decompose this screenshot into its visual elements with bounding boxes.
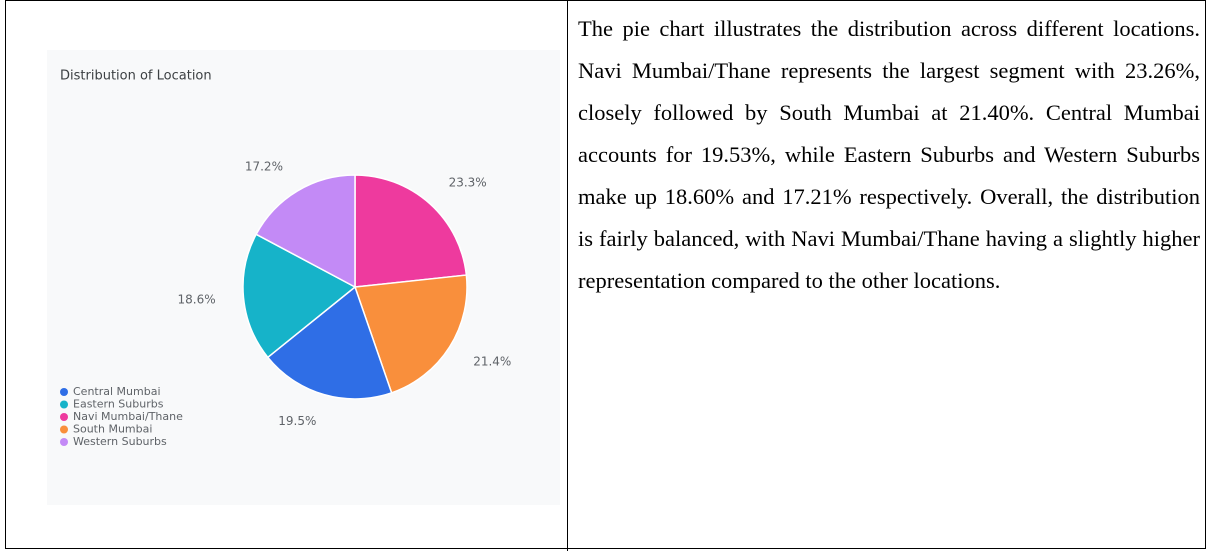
legend-label: Eastern Suburbs [73, 398, 164, 411]
pie-slice [353, 274, 468, 394]
legend-swatch [60, 438, 68, 446]
data-label: 18.6% [177, 293, 215, 307]
legend-label: Central Mumbai [73, 385, 161, 398]
legend-swatch [60, 400, 68, 409]
chart-title: Distribution of Location [60, 69, 212, 84]
table-border [5, 0, 1206, 549]
data-label: 23.3% [449, 175, 487, 189]
legend-swatch [60, 425, 68, 434]
legend-label: Western Suburbs [73, 435, 167, 448]
description: The pie chart illustrates the distributi… [578, 16, 1200, 293]
pie-slice [255, 174, 356, 289]
data-label: 21.4% [473, 355, 511, 369]
data-label: 17.2% [245, 159, 283, 173]
pie-slice [266, 285, 393, 400]
data-label: 19.5% [278, 414, 316, 428]
cell-divider [567, 0, 568, 551]
pie-slice [354, 174, 468, 288]
legend-label: South Mumbai [73, 423, 152, 436]
pie-slice [242, 233, 357, 359]
chart: Distribution of Location 23.3% 21.4% 19.5%… [60, 69, 511, 448]
legend-label: Navi Mumbai/Thane [73, 410, 183, 423]
legend-swatch [60, 413, 68, 421]
legend-swatch [60, 388, 68, 396]
